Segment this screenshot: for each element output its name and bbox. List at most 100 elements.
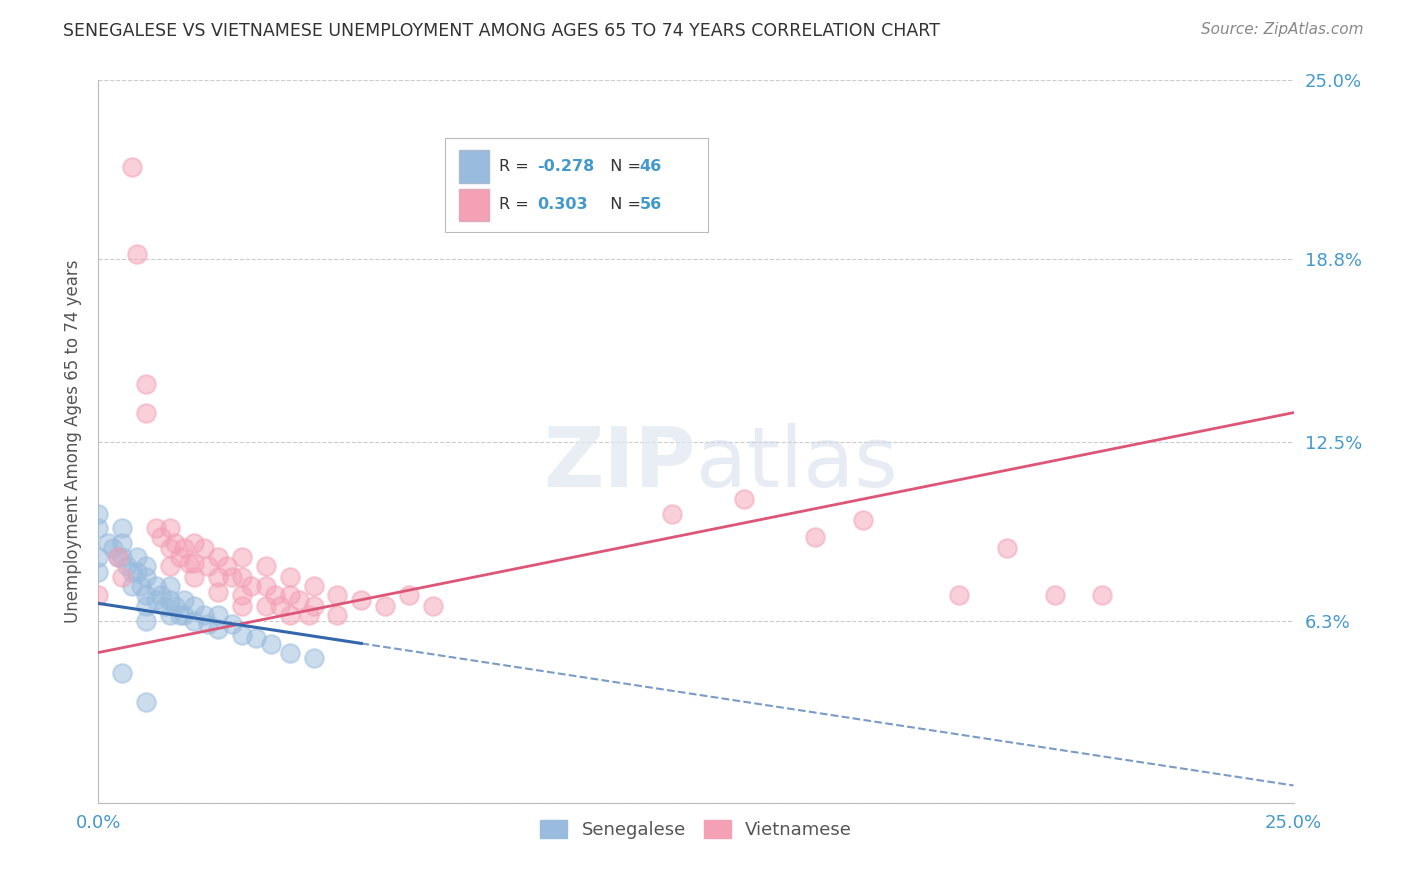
Point (183, 599, 205, 614)
Point (804, 530, 827, 544)
Point (302, 651, 325, 665)
Point (155, 599, 177, 614)
Point (159, 521, 181, 535)
Point (87, 507, 110, 521)
Point (240, 579, 263, 593)
Point (135, 695, 157, 709)
Point (422, 599, 444, 614)
Text: 0.303: 0.303 (537, 197, 588, 212)
Point (125, 550, 148, 565)
Point (231, 628, 253, 642)
Point (278, 588, 301, 602)
Point (107, 550, 129, 565)
Point (163, 535, 186, 549)
Point (398, 588, 420, 602)
Point (135, 599, 157, 614)
Point (269, 599, 291, 614)
Point (179, 556, 201, 570)
Point (948, 588, 970, 602)
Point (207, 607, 229, 622)
Point (183, 556, 205, 570)
Point (135, 588, 157, 602)
Point (326, 588, 349, 602)
Point (97, 535, 120, 549)
Point (278, 646, 301, 660)
Point (245, 631, 267, 645)
Point (278, 607, 301, 622)
Y-axis label: Unemployment Among Ages 65 to 74 years: Unemployment Among Ages 65 to 74 years (63, 260, 82, 624)
Point (326, 607, 349, 622)
Point (207, 570, 229, 584)
Point (193, 607, 215, 622)
Text: atlas: atlas (696, 423, 897, 504)
Point (231, 550, 253, 565)
Point (87, 521, 110, 535)
Point (87, 588, 110, 602)
FancyBboxPatch shape (460, 151, 489, 183)
Point (259, 637, 281, 651)
Text: SENEGALESE VS VIETNAMESE UNEMPLOYMENT AMONG AGES 65 TO 74 YEARS CORRELATION CHAR: SENEGALESE VS VIETNAMESE UNEMPLOYMENT AM… (63, 22, 941, 40)
Point (197, 558, 219, 573)
Text: 46: 46 (640, 159, 662, 174)
Point (288, 593, 311, 607)
Point (135, 614, 157, 628)
Text: -0.278: -0.278 (537, 159, 595, 174)
Point (135, 406, 157, 420)
Text: R =: R = (499, 159, 534, 174)
Point (173, 593, 195, 607)
Point (350, 593, 373, 607)
Point (159, 541, 181, 556)
Point (145, 593, 167, 607)
Point (135, 558, 157, 573)
Point (149, 588, 172, 602)
Point (169, 550, 191, 565)
Point (169, 607, 191, 622)
Point (125, 565, 148, 579)
FancyBboxPatch shape (460, 188, 489, 221)
Point (254, 579, 277, 593)
Point (264, 588, 287, 602)
Point (298, 607, 321, 622)
Text: Source: ZipAtlas.com: Source: ZipAtlas.com (1201, 22, 1364, 37)
Point (231, 570, 253, 584)
Point (111, 570, 134, 584)
Point (121, 565, 143, 579)
Point (254, 558, 277, 573)
Point (661, 507, 683, 521)
Point (302, 599, 325, 614)
Point (221, 570, 243, 584)
Point (115, 558, 138, 573)
Point (111, 535, 134, 549)
Point (183, 614, 205, 628)
Point (221, 616, 243, 631)
Legend: Senegalese, Vietnamese: Senegalese, Vietnamese (531, 811, 860, 848)
Point (125, 246, 148, 260)
Text: ZIP: ZIP (544, 423, 696, 504)
Point (107, 550, 129, 565)
Point (159, 579, 181, 593)
FancyBboxPatch shape (446, 138, 709, 232)
Point (173, 541, 195, 556)
Point (207, 623, 229, 637)
Text: N =: N = (600, 159, 647, 174)
Point (159, 558, 181, 573)
Point (121, 160, 143, 174)
Point (163, 599, 186, 614)
Point (278, 570, 301, 584)
Point (135, 570, 157, 584)
Point (131, 579, 153, 593)
Point (231, 588, 253, 602)
Text: N =: N = (600, 197, 647, 212)
Point (1091, 588, 1114, 602)
Point (207, 584, 229, 599)
Text: 56: 56 (640, 197, 662, 212)
Point (374, 599, 396, 614)
Point (217, 558, 239, 573)
Point (121, 579, 143, 593)
Text: R =: R = (499, 197, 534, 212)
Point (149, 530, 172, 544)
Point (193, 541, 215, 556)
Point (111, 550, 134, 565)
Point (111, 521, 134, 535)
Point (111, 665, 134, 680)
